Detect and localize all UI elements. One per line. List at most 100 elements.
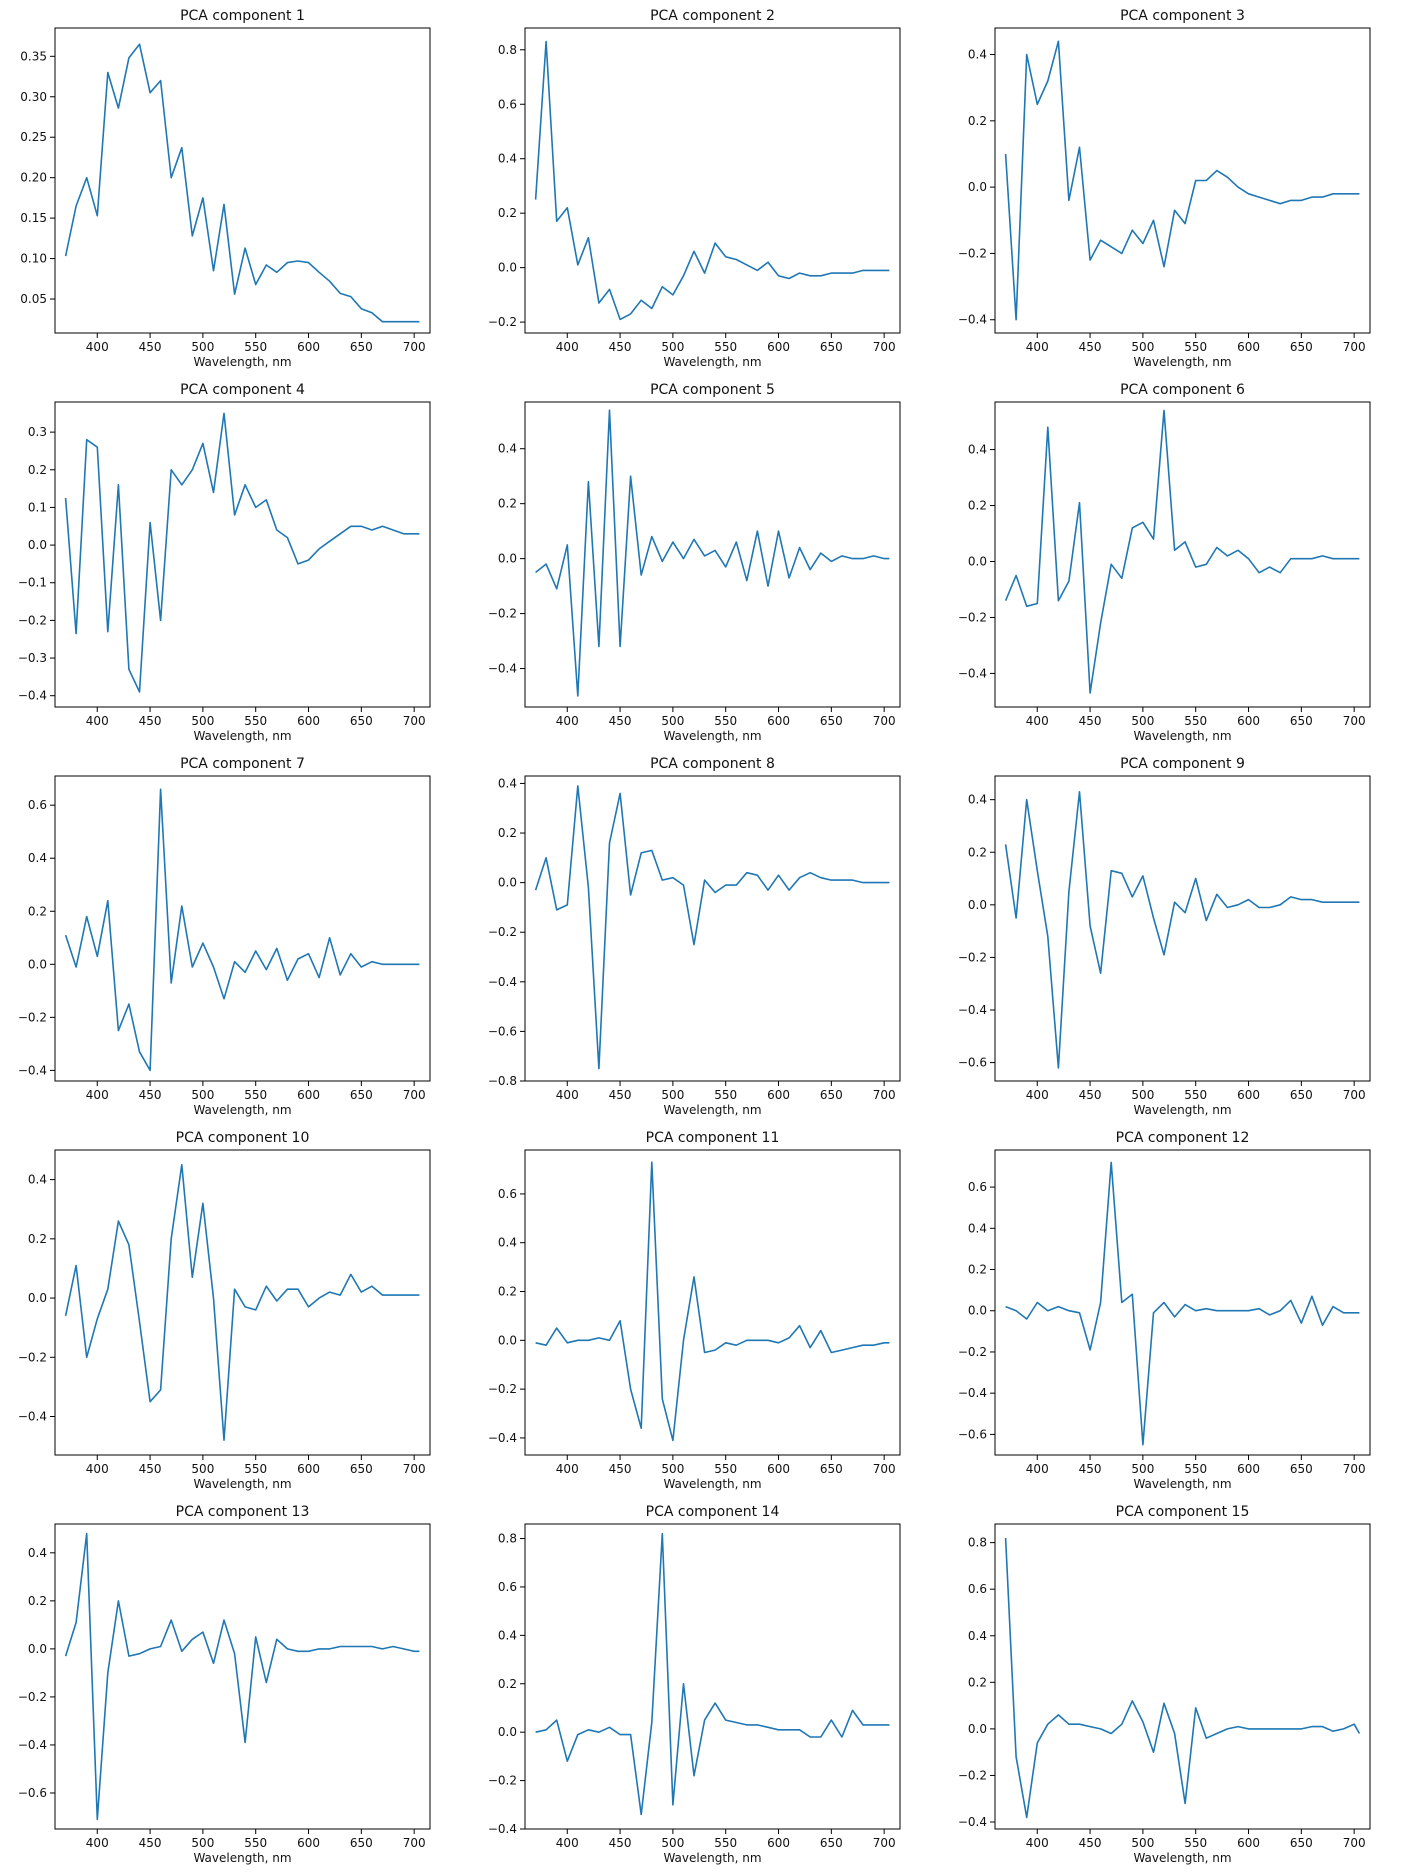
data-point	[1004, 1305, 1006, 1307]
y-tick-label: −0.2	[958, 950, 987, 964]
data-point	[830, 1719, 832, 1721]
y-tick-label: −0.6	[488, 1024, 517, 1038]
data-point	[191, 966, 193, 968]
chart-title: PCA component 15	[1116, 1504, 1250, 1520]
data-point	[86, 439, 88, 441]
data-point	[64, 934, 66, 936]
data-point	[402, 533, 404, 535]
data-point	[735, 1721, 737, 1723]
data-point	[64, 255, 66, 257]
series-line	[64, 412, 420, 693]
x-tick-label: 400	[556, 1088, 579, 1102]
data-point	[1152, 538, 1154, 540]
data-point	[1184, 1802, 1186, 1804]
data-point	[1268, 906, 1270, 908]
y-tick-label: −0.2	[18, 1690, 47, 1704]
data-point	[1057, 1067, 1059, 1069]
data-point	[598, 302, 600, 304]
data-point	[276, 1300, 278, 1302]
chart-title: PCA component 4	[180, 382, 305, 398]
series-line	[1004, 790, 1360, 1069]
y-tick-label: 0.0	[28, 957, 47, 971]
data-point	[244, 1741, 246, 1743]
data-point	[798, 877, 800, 879]
x-axis-label: Wavelength, nm	[663, 729, 761, 743]
data-point	[1004, 153, 1006, 155]
x-axis-label: Wavelength, nm	[663, 1851, 761, 1865]
data-point	[107, 631, 109, 633]
data-point	[413, 1294, 415, 1296]
data-point	[138, 1653, 140, 1655]
data-point	[1195, 1310, 1197, 1312]
x-tick-label: 550	[244, 714, 267, 728]
data-point	[1205, 563, 1207, 565]
data-point	[841, 555, 843, 557]
data-point	[202, 1631, 204, 1633]
series-line	[1004, 40, 1360, 321]
data-point	[735, 541, 737, 543]
data-point	[1163, 954, 1165, 956]
data-point	[223, 1439, 225, 1441]
y-tick-label: 0.6	[498, 1187, 517, 1201]
data-point	[1226, 1728, 1228, 1730]
data-point	[1173, 901, 1175, 903]
data-point	[117, 484, 119, 486]
data-point	[1237, 186, 1239, 188]
x-tick-label: 700	[1343, 714, 1366, 728]
data-point	[756, 269, 758, 271]
data-point	[202, 942, 204, 944]
data-point	[1036, 1301, 1038, 1303]
x-tick-label: 500	[1131, 1836, 1154, 1850]
data-point	[64, 1315, 66, 1317]
x-tick-label: 650	[820, 340, 843, 354]
data-point	[809, 872, 811, 874]
data-point	[1068, 580, 1070, 582]
data-point	[307, 1306, 309, 1308]
data-point	[339, 533, 341, 535]
data-point	[360, 525, 362, 527]
y-tick-label: 0.2	[968, 1675, 987, 1689]
data-point	[1078, 146, 1080, 148]
data-point	[381, 525, 383, 527]
x-tick-label: 450	[1079, 1836, 1102, 1850]
data-point	[746, 579, 748, 581]
data-point	[181, 484, 183, 486]
data-point	[149, 521, 151, 523]
data-point	[798, 1325, 800, 1327]
data-point	[714, 549, 716, 551]
data-point	[360, 1645, 362, 1647]
y-tick-label: −0.2	[958, 246, 987, 260]
axes-frame	[54, 401, 431, 708]
y-tick-label: −0.3	[18, 651, 47, 665]
data-point	[872, 1344, 874, 1346]
data-point	[619, 318, 621, 320]
data-point	[809, 275, 811, 277]
x-tick-label: 600	[1237, 1836, 1260, 1850]
series-line	[64, 1164, 420, 1441]
data-point	[255, 283, 257, 285]
x-tick-label: 700	[1343, 1088, 1366, 1102]
data-point	[608, 288, 610, 290]
data-point	[1279, 572, 1281, 574]
chart-panel: PCA component 12 400 450 500 550 600 650 700 −0.…	[958, 1130, 1371, 1491]
data-point	[233, 1653, 235, 1655]
x-tick-label: 550	[1184, 1088, 1207, 1102]
data-point	[587, 1339, 589, 1341]
data-point	[767, 1339, 769, 1341]
data-point	[371, 312, 373, 314]
y-tick-label: −0.4	[18, 689, 47, 703]
data-point	[598, 1337, 600, 1339]
data-point	[202, 442, 204, 444]
data-point	[841, 1736, 843, 1738]
data-point	[1195, 1707, 1197, 1709]
data-point	[577, 1339, 579, 1341]
chart-panel: PCA component 14 400 450 500 550 600 650 700 −0.…	[488, 1504, 901, 1865]
data-point	[1142, 875, 1144, 877]
data-point	[1290, 1299, 1292, 1301]
data-point	[371, 961, 373, 963]
data-point	[1205, 179, 1207, 181]
x-tick-label: 600	[297, 1088, 320, 1102]
data-point	[1353, 1723, 1355, 1725]
data-point	[1078, 1723, 1080, 1725]
data-point	[1015, 319, 1017, 321]
